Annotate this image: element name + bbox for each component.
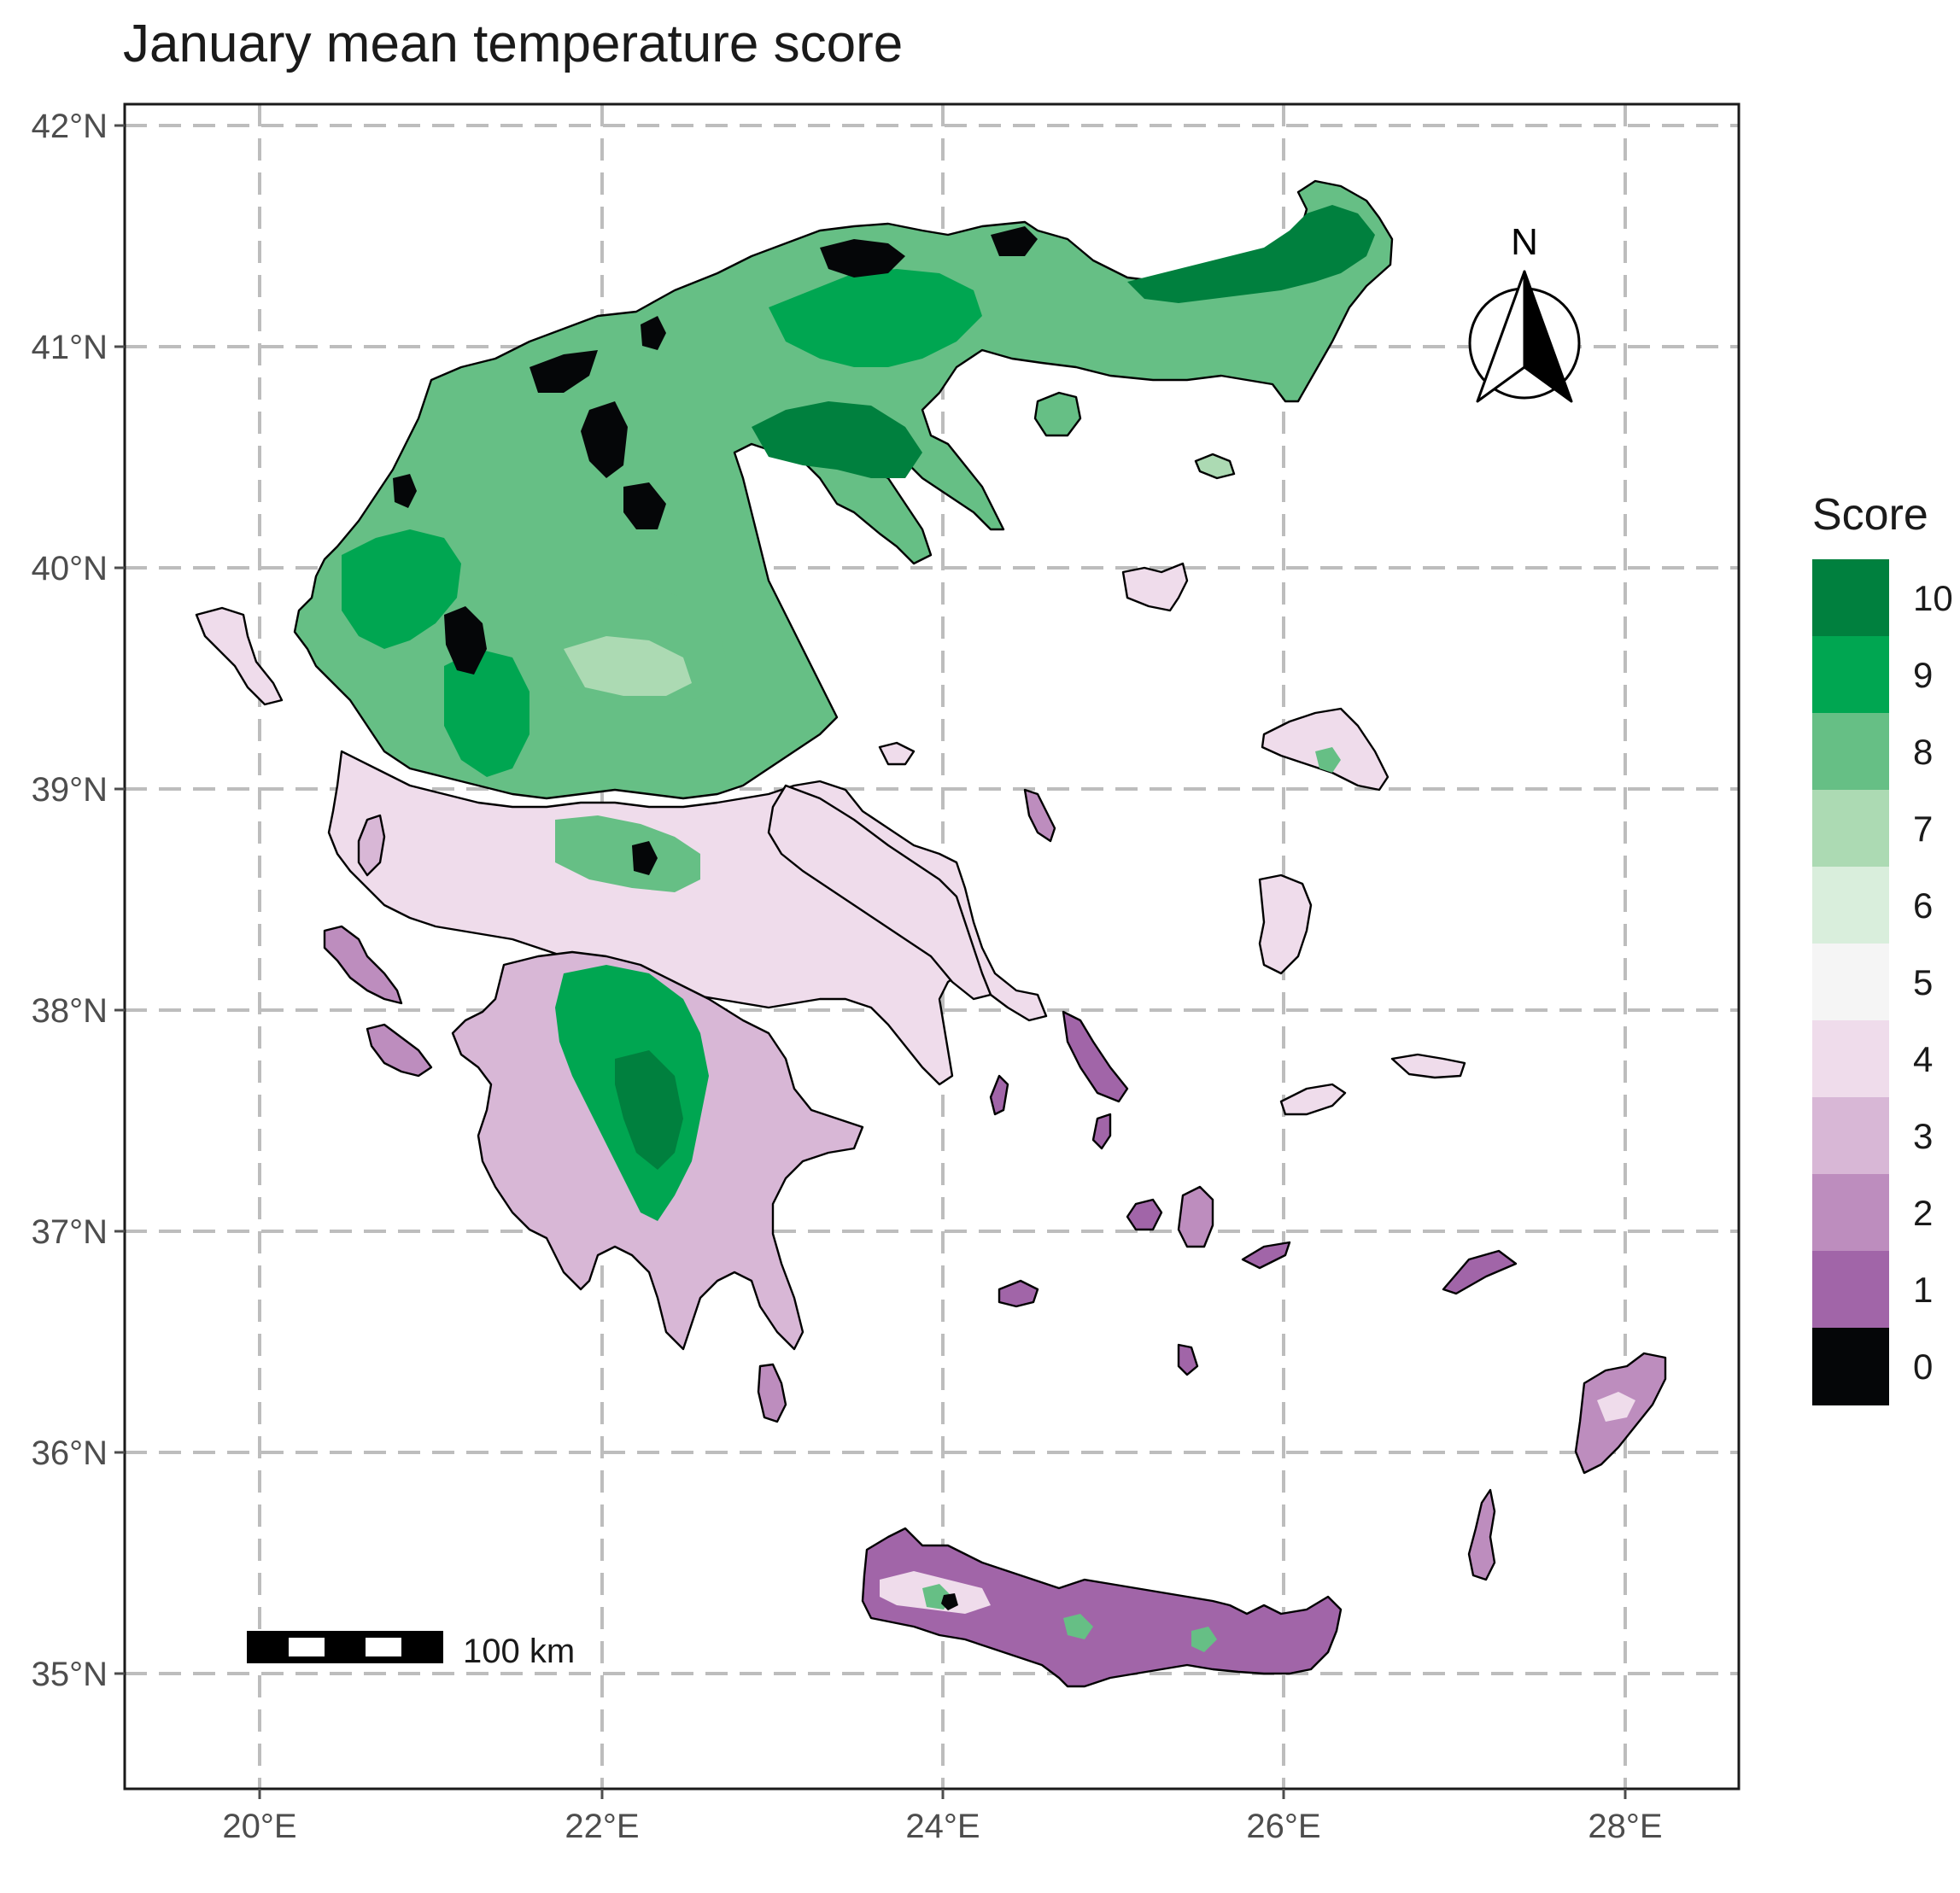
patch-crete-lasithi-score-8 bbox=[1191, 1627, 1217, 1652]
legend-label-6: 6 bbox=[1913, 885, 1933, 926]
corfu bbox=[195, 606, 284, 706]
patch-chalkidiki-score-10 bbox=[752, 401, 922, 478]
legend-swatch-9 bbox=[1812, 636, 1889, 714]
patch-score-0-7 bbox=[641, 316, 666, 350]
kos bbox=[1442, 1249, 1518, 1295]
milos bbox=[998, 1279, 1039, 1308]
patch-score-0-2 bbox=[991, 226, 1038, 256]
santorini bbox=[1177, 1343, 1199, 1376]
legend: Score 10 9 8 7 6 5 4 3 2 1 0 bbox=[1812, 490, 1953, 1405]
samos bbox=[1279, 1083, 1347, 1116]
scale-bar-white-2 bbox=[366, 1638, 401, 1656]
lon-label-28: 28°E bbox=[1588, 1808, 1662, 1845]
thasos bbox=[1033, 391, 1082, 437]
lat-label-37: 37°N bbox=[32, 1213, 108, 1251]
legend-swatch-6 bbox=[1812, 867, 1889, 944]
axis-ticks bbox=[114, 124, 1627, 1799]
lon-label-20: 20°E bbox=[222, 1808, 296, 1845]
legend-swatch-7 bbox=[1812, 790, 1889, 868]
legend-swatch-4 bbox=[1812, 1020, 1889, 1098]
kythira bbox=[757, 1363, 787, 1423]
lon-label-22: 22°E bbox=[565, 1808, 639, 1845]
patch-score-0-crete bbox=[941, 1593, 958, 1610]
lat-label-38: 38°N bbox=[32, 992, 108, 1030]
naxos bbox=[1177, 1185, 1214, 1248]
legend-label-4: 4 bbox=[1913, 1039, 1933, 1079]
patch-peloponnese-score-10 bbox=[615, 1050, 683, 1170]
sporades bbox=[878, 741, 916, 766]
scale-bar: 100 km bbox=[247, 1631, 575, 1670]
legend-swatch-8 bbox=[1812, 713, 1889, 791]
patch-crete-ida-score-8 bbox=[1063, 1614, 1093, 1639]
legend-label-3: 3 bbox=[1913, 1116, 1933, 1156]
patch-macedonia-score-9 bbox=[769, 269, 982, 367]
legend-swatch-2 bbox=[1812, 1174, 1889, 1252]
legend-label-10: 10 bbox=[1913, 578, 1953, 618]
scale-bar-frame bbox=[247, 1631, 443, 1663]
legend-label-9: 9 bbox=[1913, 655, 1933, 695]
tinos bbox=[1091, 1113, 1112, 1150]
scale-bar-label: 100 km bbox=[463, 1633, 575, 1670]
kea bbox=[989, 1074, 1009, 1116]
ikaria bbox=[1390, 1053, 1466, 1079]
lat-label-41: 41°N bbox=[32, 329, 108, 366]
patch-thrace-score-10 bbox=[1127, 205, 1375, 303]
lat-label-36: 36°N bbox=[32, 1434, 108, 1472]
lat-label-40: 40°N bbox=[32, 550, 108, 587]
north-arrow: N bbox=[1468, 221, 1581, 403]
legend-swatch-10 bbox=[1812, 559, 1889, 637]
kefalonia bbox=[323, 925, 403, 1005]
legend-label-0: 0 bbox=[1913, 1347, 1933, 1387]
lat-label-39: 39°N bbox=[32, 771, 108, 809]
patch-epirus-score-9 bbox=[342, 529, 461, 649]
karpathos bbox=[1467, 1488, 1496, 1581]
patch-score-0-3 bbox=[529, 350, 598, 393]
lat-label-42: 42°N bbox=[32, 108, 108, 145]
north-arrow-label: N bbox=[1511, 221, 1538, 263]
lefkada bbox=[357, 814, 386, 877]
patch-score-0-9 bbox=[393, 474, 417, 508]
skyros bbox=[1023, 788, 1056, 843]
north-arrow-right-half bbox=[1523, 270, 1573, 403]
crete bbox=[861, 1527, 1343, 1688]
patch-pindus-score-9 bbox=[444, 649, 529, 777]
zakynthos bbox=[366, 1023, 433, 1078]
patch-central-score-8 bbox=[555, 815, 700, 892]
legend-label-8: 8 bbox=[1913, 732, 1933, 772]
patch-lesvos-score-8 bbox=[1315, 747, 1341, 773]
legend-swatch-3 bbox=[1812, 1097, 1889, 1175]
legend-label-5: 5 bbox=[1913, 962, 1933, 1002]
legend-swatch-5 bbox=[1812, 944, 1889, 1021]
lon-label-24: 24°E bbox=[905, 1808, 980, 1845]
amorgos bbox=[1241, 1241, 1291, 1270]
limnos bbox=[1121, 562, 1189, 612]
lat-label-35: 35°N bbox=[32, 1656, 108, 1693]
scale-bar-white-1 bbox=[289, 1638, 325, 1656]
samothraki bbox=[1194, 453, 1236, 480]
legend-keys bbox=[1812, 559, 1889, 1405]
evia bbox=[767, 784, 992, 1001]
andros bbox=[1062, 1010, 1129, 1103]
score-patches bbox=[342, 205, 1635, 1652]
legend-swatch-1 bbox=[1812, 1251, 1889, 1329]
patch-score-0-6 bbox=[444, 606, 487, 675]
patch-score-0-4 bbox=[581, 401, 628, 478]
patch-rhodes-score-4 bbox=[1597, 1392, 1635, 1422]
map-panel-border bbox=[123, 102, 1741, 1791]
legend-swatch-0 bbox=[1812, 1328, 1889, 1405]
patch-score-0-5 bbox=[623, 482, 666, 529]
paros bbox=[1126, 1198, 1163, 1231]
patch-thessaly-plain-score-7 bbox=[564, 636, 692, 696]
legend-label-2: 2 bbox=[1913, 1193, 1933, 1233]
patch-score-0-8 bbox=[632, 841, 658, 875]
legend-title: Score bbox=[1812, 490, 1928, 540]
lon-label-26: 26°E bbox=[1246, 1808, 1320, 1845]
legend-label-7: 7 bbox=[1913, 809, 1933, 849]
legend-labels: 10 9 8 7 6 5 4 3 2 1 0 bbox=[1913, 578, 1953, 1387]
chios bbox=[1258, 873, 1313, 975]
map-title: January mean temperature score bbox=[123, 15, 903, 73]
legend-label-1: 1 bbox=[1913, 1270, 1933, 1310]
patch-score-0-1 bbox=[820, 239, 905, 278]
